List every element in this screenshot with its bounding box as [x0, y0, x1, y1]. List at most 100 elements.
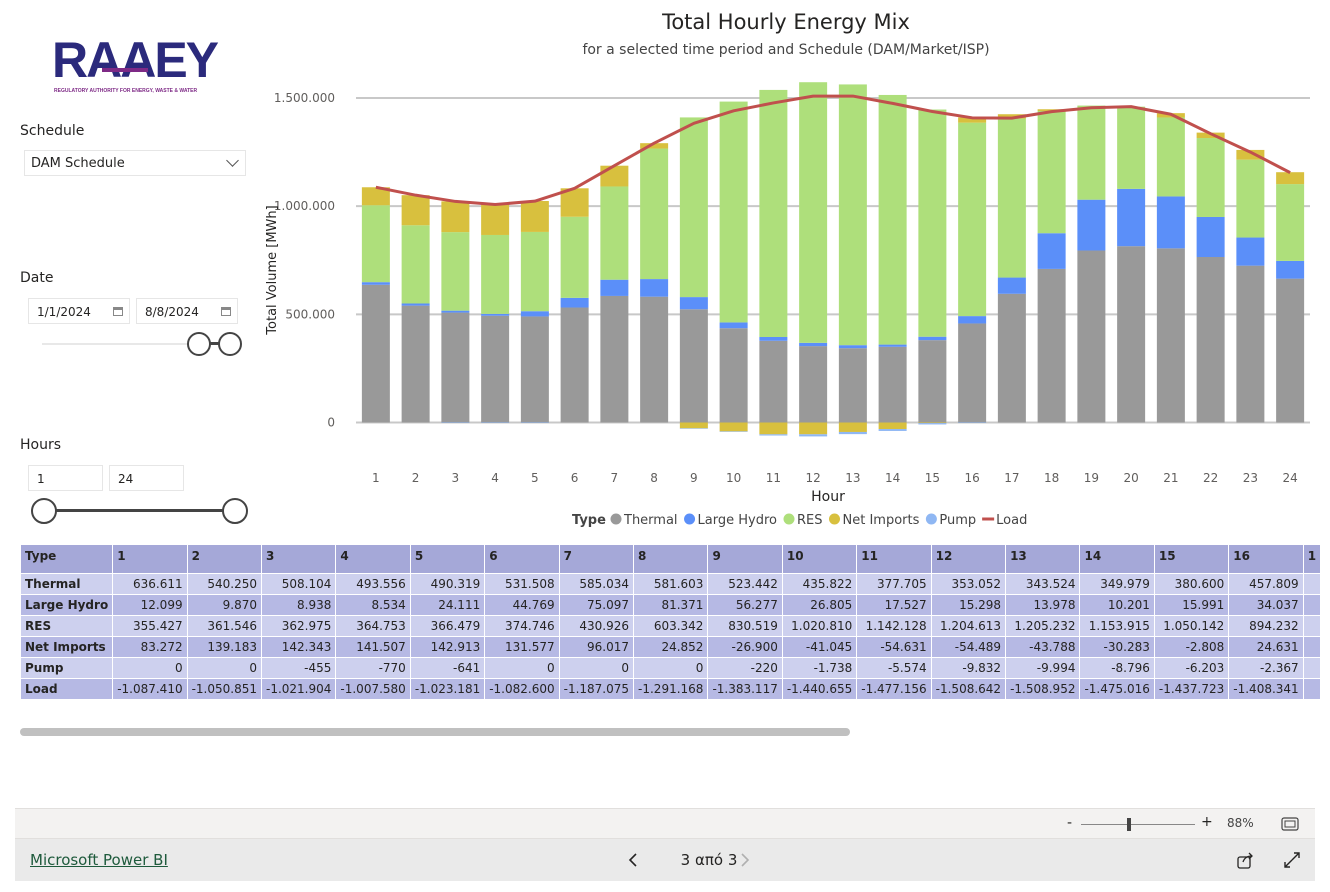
bar-res-hour-8[interactable] [640, 148, 669, 280]
bar-net-imports-hour-15[interactable] [918, 422, 947, 424]
bar-net-imports-hour-17[interactable] [997, 114, 1026, 119]
bar-res-hour-9[interactable] [679, 117, 708, 298]
hours-max-input[interactable]: 24 [109, 465, 184, 491]
bar-res-hour-11[interactable] [759, 89, 788, 337]
bar-large-hydro-hour-18[interactable] [1037, 233, 1066, 269]
bar-thermal-hour-6[interactable] [560, 307, 589, 423]
bar-net-imports-hour-10[interactable] [719, 422, 748, 432]
calendar-icon[interactable] [113, 307, 123, 316]
bar-thermal-hour-9[interactable] [679, 309, 708, 423]
calendar-icon[interactable] [221, 307, 231, 316]
bar-thermal-hour-10[interactable] [719, 328, 748, 423]
bar-res-hour-2[interactable] [401, 225, 430, 304]
bar-pump-hour-12[interactable] [799, 434, 828, 437]
table-header-hour[interactable]: 4 [335, 544, 411, 574]
bar-large-hydro-hour-19[interactable] [1077, 199, 1106, 251]
table-header-hour[interactable]: 14 [1079, 544, 1155, 574]
zoom-in-button[interactable]: + [1201, 814, 1213, 830]
bar-large-hydro-hour-12[interactable] [799, 342, 828, 347]
bar-pump-hour-3[interactable] [441, 422, 470, 424]
bar-large-hydro-hour-7[interactable] [600, 279, 629, 296]
bar-res-hour-18[interactable] [1037, 110, 1066, 234]
bar-large-hydro-hour-8[interactable] [640, 279, 669, 297]
bar-pump-hour-11[interactable] [759, 434, 788, 436]
bar-large-hydro-hour-15[interactable] [918, 336, 947, 341]
table-horizontal-scrollbar[interactable] [20, 728, 850, 736]
bar-thermal-hour-17[interactable] [997, 293, 1026, 423]
bar-thermal-hour-1[interactable] [361, 284, 390, 423]
bar-thermal-hour-5[interactable] [520, 316, 549, 423]
date-slider-track[interactable] [42, 343, 232, 345]
bar-pump-hour-9[interactable] [679, 428, 708, 429]
table-header-hour[interactable]: 13 [1005, 544, 1081, 574]
bar-thermal-hour-3[interactable] [441, 312, 470, 423]
bar-net-imports-hour-7[interactable] [600, 165, 629, 187]
bar-large-hydro-hour-10[interactable] [719, 322, 748, 329]
bar-thermal-hour-13[interactable] [838, 348, 867, 423]
table-header-hour[interactable]: 6 [484, 544, 560, 574]
bar-thermal-hour-8[interactable] [640, 296, 669, 423]
bar-net-imports-hour-12[interactable] [799, 422, 828, 435]
date-start-input[interactable]: 1/1/2024 [28, 298, 130, 324]
bar-res-hour-1[interactable] [361, 205, 390, 283]
table-header-hour[interactable]: 5 [409, 544, 486, 574]
date-end-input[interactable]: 8/8/2024 [136, 298, 238, 324]
bar-pump-hour-5[interactable] [520, 422, 549, 424]
bar-net-imports-hour-3[interactable] [441, 201, 470, 233]
schedule-dropdown[interactable]: DAM Schedule [24, 150, 246, 176]
bar-large-hydro-hour-2[interactable] [401, 303, 430, 306]
table-header-hour[interactable]: 15 [1153, 544, 1230, 574]
bar-net-imports-hour-2[interactable] [401, 195, 430, 226]
bar-thermal-hour-4[interactable] [481, 315, 510, 423]
previous-page-icon[interactable] [627, 853, 639, 867]
table-header-hour[interactable]: 2 [186, 544, 263, 574]
bar-large-hydro-hour-6[interactable] [560, 297, 589, 308]
bar-large-hydro-hour-23[interactable] [1236, 237, 1265, 266]
bar-large-hydro-hour-14[interactable] [878, 344, 907, 347]
bar-res-hour-10[interactable] [719, 101, 748, 323]
hours-slider-end-handle[interactable] [222, 498, 248, 524]
bar-thermal-hour-14[interactable] [878, 346, 907, 423]
bar-thermal-hour-11[interactable] [759, 340, 788, 423]
table-header-hour[interactable]: 1 [112, 544, 188, 574]
bar-large-hydro-hour-4[interactable] [481, 313, 510, 316]
date-slider-start-handle[interactable] [187, 332, 211, 356]
bar-net-imports-hour-4[interactable] [481, 204, 510, 235]
bar-large-hydro-hour-13[interactable] [838, 345, 867, 349]
bar-net-imports-hour-9[interactable] [679, 422, 708, 429]
bar-res-hour-15[interactable] [918, 109, 947, 337]
bar-res-hour-17[interactable] [997, 118, 1026, 278]
legend-entry[interactable]: RES [797, 513, 823, 528]
bar-thermal-hour-20[interactable] [1117, 246, 1146, 423]
bar-res-hour-13[interactable] [838, 84, 867, 346]
bar-thermal-hour-24[interactable] [1276, 278, 1305, 423]
bar-net-imports-hour-5[interactable] [520, 201, 549, 232]
table-header-hour[interactable]: 9 [707, 544, 783, 574]
bar-net-imports-hour-1[interactable] [361, 187, 390, 206]
bar-res-hour-5[interactable] [520, 231, 549, 312]
bar-thermal-hour-19[interactable] [1077, 250, 1106, 423]
bar-thermal-hour-7[interactable] [600, 295, 629, 423]
legend-entry[interactable]: Large Hydro [698, 513, 777, 528]
hours-slider-start-handle[interactable] [31, 498, 57, 524]
bar-large-hydro-hour-9[interactable] [679, 297, 708, 310]
legend-entry[interactable]: Load [996, 513, 1027, 528]
share-icon[interactable] [1237, 851, 1255, 869]
hours-min-input[interactable]: 1 [28, 465, 103, 491]
legend-entry[interactable]: Pump [939, 513, 976, 528]
bar-net-imports-hour-8[interactable] [640, 143, 669, 149]
bar-thermal-hour-18[interactable] [1037, 268, 1066, 423]
table-header-hour[interactable]: 11 [856, 544, 932, 574]
bar-net-imports-hour-16[interactable] [958, 117, 987, 123]
table-header-hour[interactable]: 12 [930, 544, 1007, 574]
bar-pump-hour-15[interactable] [918, 423, 947, 425]
bar-net-imports-hour-11[interactable] [759, 422, 788, 435]
bar-res-hour-12[interactable] [799, 82, 828, 343]
table-header-hour[interactable]: 7 [558, 544, 635, 574]
bar-res-hour-21[interactable] [1156, 117, 1185, 197]
table-header-hour[interactable]: 1 [1302, 544, 1322, 574]
bar-thermal-hour-22[interactable] [1196, 257, 1225, 423]
bar-net-imports-hour-23[interactable] [1236, 149, 1265, 160]
legend-entry[interactable]: Thermal [623, 513, 678, 528]
bar-thermal-hour-2[interactable] [401, 305, 430, 423]
